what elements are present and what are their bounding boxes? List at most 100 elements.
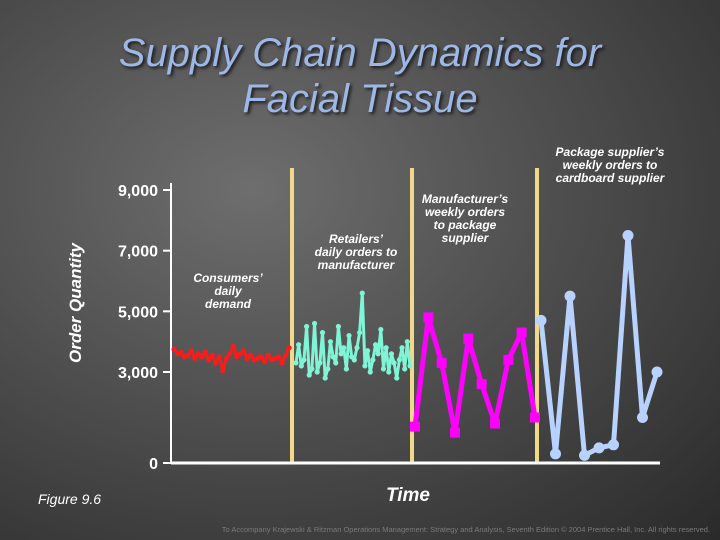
retailers-point-28	[367, 369, 373, 375]
retailers-point-32	[378, 326, 384, 333]
retailers-point-15	[333, 360, 339, 366]
manufacturer-annotation: Manufacturer’s weekly orders to package …	[421, 192, 509, 245]
consumers-point-15	[223, 355, 229, 361]
retailers-point-0	[293, 360, 299, 366]
manufacturer-point-6	[490, 418, 500, 429]
retailers-point-18	[341, 345, 347, 351]
retailers-point-16	[335, 323, 342, 330]
consumers-point-20	[241, 348, 247, 354]
y-axis-label: Order Quantity	[66, 243, 85, 363]
package_supplier-point-1	[550, 448, 561, 460]
consumers-point-19	[237, 351, 243, 357]
x-axis-label: Time	[386, 485, 431, 506]
consumers-annotation: Consumers’ daily demand	[193, 271, 263, 311]
retailers-point-10	[319, 329, 326, 336]
retailers-point-7	[311, 320, 318, 327]
retailers-point-4	[304, 323, 310, 330]
manufacturer-point-0	[410, 421, 420, 432]
retailers-annotation: Retailers’ daily orders to manufacturer	[314, 232, 398, 272]
retailers-point-11	[322, 375, 328, 381]
retailers-point-40	[399, 345, 405, 351]
consumers-point-21	[244, 355, 250, 361]
consumers-point-18	[234, 354, 240, 360]
package_supplier-point-4	[593, 442, 605, 454]
package_supplier-point-0	[535, 314, 547, 326]
consumers-point-12	[213, 360, 219, 366]
retailers-point-27	[364, 348, 371, 354]
manufacturer-point-5	[476, 379, 487, 390]
package_supplier-point-3	[579, 449, 590, 461]
consumers-point-30	[275, 354, 282, 360]
y-tick-label-2: 5,000	[118, 304, 158, 321]
retailers-point-43	[407, 363, 413, 369]
consumers-point-0	[171, 346, 177, 352]
consumers-point-31	[279, 360, 285, 366]
retailers-point-14	[330, 354, 336, 360]
retailers-point-5	[306, 372, 312, 378]
consumers-point-25	[258, 354, 264, 360]
retailers-point-35	[386, 369, 392, 375]
package_supplier-point-8	[651, 366, 663, 378]
consumers-point-5	[188, 348, 195, 354]
consumers-line	[172, 344, 291, 372]
retailers-point-17	[338, 351, 344, 357]
retailers-point-20	[346, 333, 352, 339]
retailers-point-31	[375, 351, 381, 357]
retailers-point-33	[380, 366, 387, 372]
retailers-point-24	[357, 329, 363, 336]
retailers-point-6	[309, 366, 315, 372]
retailers-point-38	[394, 375, 400, 381]
retailers-point-8	[314, 369, 320, 375]
retailers-point-13	[327, 339, 334, 345]
copyright-notice: To Accompany Krajewski & Ritzman Operati…	[221, 525, 710, 534]
package_supplier-point-2	[564, 290, 576, 302]
manufacturer-point-8	[516, 327, 527, 338]
consumers-point-16	[227, 351, 233, 357]
package_supplier-point-6	[622, 230, 634, 241]
package_supplier-point-5	[608, 439, 619, 451]
retailers-line	[294, 291, 412, 380]
y-tick-label-0: 9,000	[118, 183, 158, 200]
manufacturer-point-3	[450, 427, 460, 438]
retailers-point-29	[370, 357, 376, 363]
y-tick-label-3: 3,000	[118, 365, 158, 382]
manufacturer-point-4	[463, 333, 474, 344]
retailers-point-1	[296, 342, 302, 348]
manufacturer-line	[412, 314, 538, 436]
retailers-point-26	[362, 363, 368, 369]
retailers-point-30	[372, 342, 379, 348]
y-tick-label-4: 0	[149, 456, 158, 473]
retailers-point-25	[359, 290, 365, 296]
consumers-point-17	[230, 343, 236, 349]
retailers-point-2	[298, 363, 304, 369]
retailers-point-42	[404, 339, 410, 345]
title-line-2: Facial Tissue	[242, 77, 478, 121]
consumers-point-7	[195, 351, 201, 357]
retailers-point-37	[391, 360, 397, 366]
consumers-point-9	[202, 349, 208, 355]
retailers-point-36	[388, 351, 395, 357]
retailers-point-3	[301, 357, 307, 363]
retailers-point-22	[351, 357, 357, 363]
consumers-point-33	[286, 345, 292, 351]
title-line-1: Supply Chain Dynamics for	[118, 31, 602, 75]
retailers-point-9	[317, 360, 323, 366]
slide-title: Supply Chain Dynamics for Facial Tissue	[0, 30, 720, 122]
manufacturer-point-2	[436, 357, 447, 368]
retailers-point-12	[325, 366, 331, 372]
consumers-point-8	[199, 354, 205, 360]
package_supplier-point-7	[637, 412, 648, 423]
consumers-point-2	[178, 349, 184, 355]
retailers-point-23	[354, 345, 360, 351]
retailers-point-39	[396, 357, 402, 363]
y-tick-label-1: 7,000	[118, 244, 158, 261]
consumers-point-22	[248, 352, 254, 358]
consumers-point-27	[265, 352, 271, 358]
consumers-point-14	[220, 367, 226, 374]
manufacturer-point-9	[530, 412, 540, 423]
retailers-point-34	[383, 345, 389, 351]
retailers-point-41	[402, 366, 408, 372]
consumers-point-26	[262, 358, 268, 364]
consumers-point-13	[216, 354, 222, 360]
